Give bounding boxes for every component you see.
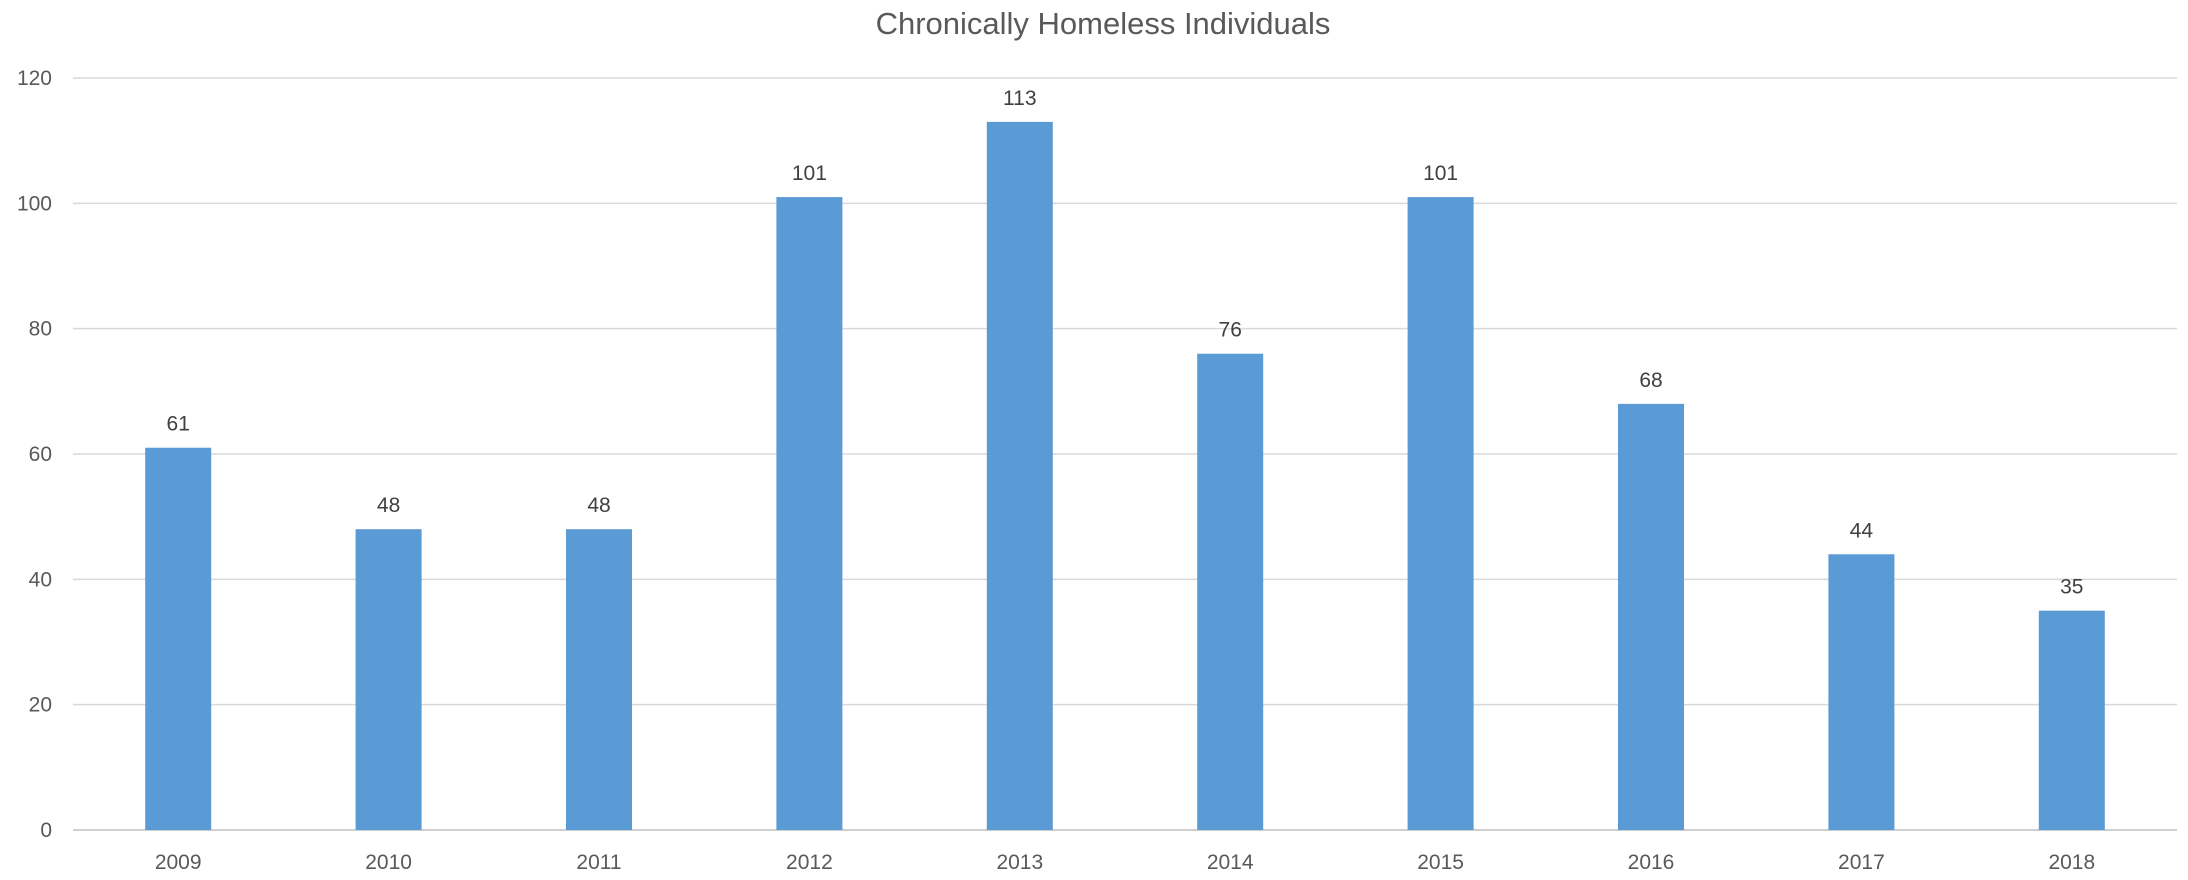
data-label: 48 <box>587 494 610 517</box>
x-tick-label: 2018 <box>2048 851 2095 874</box>
data-labels: 61 48 48 101 113 76 101 68 44 35 <box>167 87 2084 599</box>
bar <box>145 447 212 830</box>
bar <box>355 529 422 830</box>
y-tick-label: 120 <box>17 67 52 90</box>
x-tick-label: 2016 <box>1628 851 1675 874</box>
bar <box>776 197 843 831</box>
y-axis-ticks: 0 20 40 60 80 100 120 <box>17 67 52 842</box>
x-axis-ticks: 2009 2010 2011 2012 2013 2014 2015 2016 2017 2018 <box>155 851 2095 874</box>
data-label: 101 <box>1423 162 1458 185</box>
bar <box>1828 554 1895 830</box>
data-label: 76 <box>1219 319 1242 342</box>
y-tick-label: 80 <box>29 318 52 341</box>
y-tick-label: 0 <box>40 819 52 842</box>
x-tick-label: 2010 <box>365 851 412 874</box>
bar <box>1618 403 1684 830</box>
data-label: 44 <box>1850 519 1874 542</box>
bar <box>566 529 632 830</box>
y-tick-label: 100 <box>17 192 52 215</box>
data-label: 113 <box>1003 87 1036 110</box>
data-label: 61 <box>167 413 190 436</box>
data-label: 48 <box>377 494 400 517</box>
y-tick-label: 60 <box>29 443 52 466</box>
bar <box>2038 610 2105 830</box>
bar <box>1407 197 1474 831</box>
data-label: 101 <box>792 162 827 185</box>
bar <box>986 121 1053 830</box>
data-label: 35 <box>2060 576 2083 599</box>
x-tick-label: 2017 <box>1838 851 1885 874</box>
chart-title: Chronically Homeless Individuals <box>876 6 1331 41</box>
x-tick-label: 2009 <box>155 851 202 874</box>
x-tick-label: 2015 <box>1417 851 1464 874</box>
bars <box>145 121 2105 831</box>
x-tick-label: 2013 <box>996 851 1043 874</box>
data-label: 68 <box>1639 369 1662 392</box>
y-tick-label: 20 <box>29 694 52 717</box>
gridlines <box>73 77 2177 831</box>
y-tick-label: 40 <box>29 568 52 591</box>
bar <box>1197 353 1264 830</box>
x-tick-label: 2011 <box>576 851 621 874</box>
x-tick-label: 2012 <box>786 851 833 874</box>
x-tick-label: 2014 <box>1207 851 1254 874</box>
